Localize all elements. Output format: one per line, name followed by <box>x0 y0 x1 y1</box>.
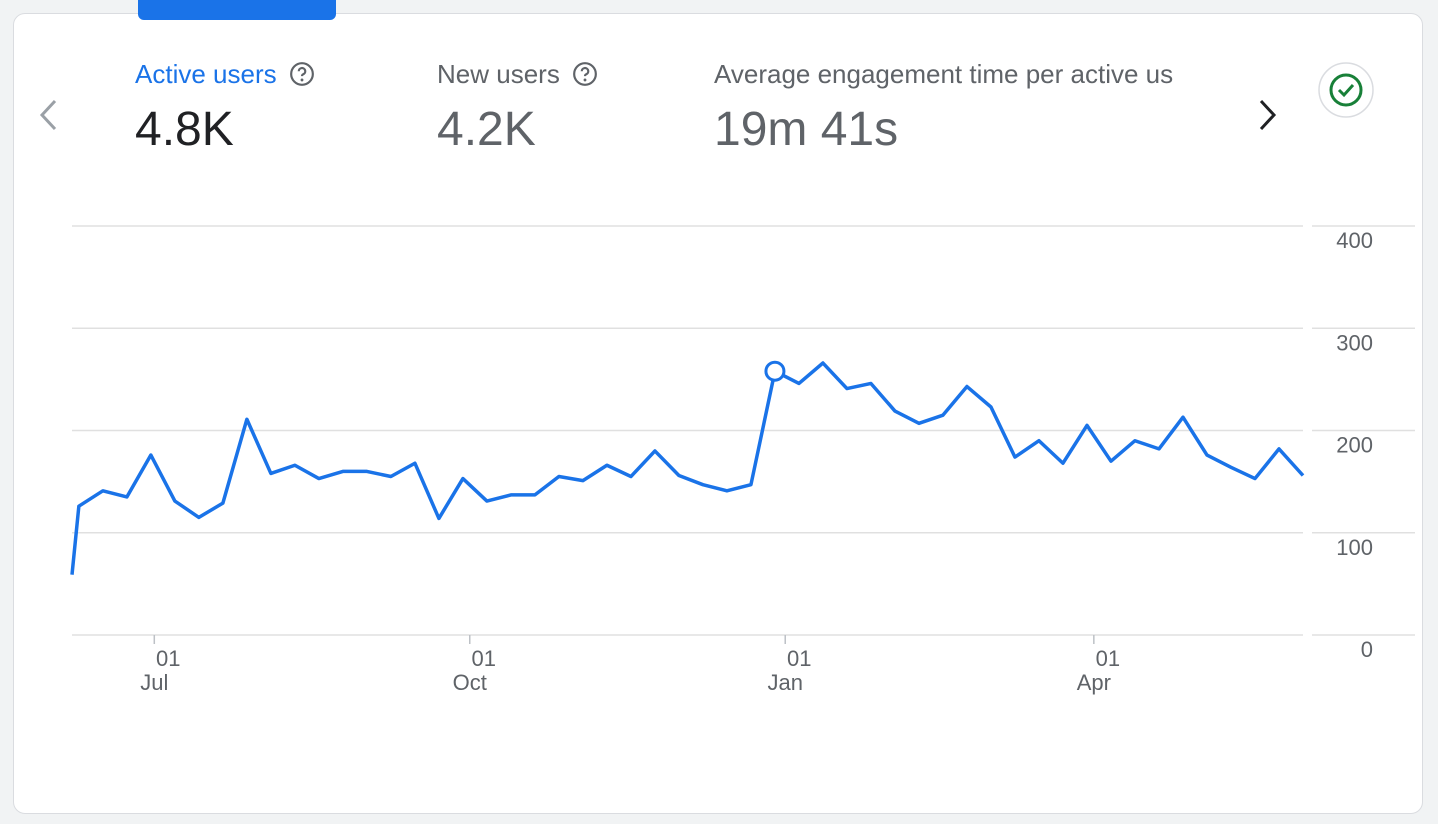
metric-value: 4.8K <box>135 103 234 156</box>
x-tick-label: 01 Oct <box>453 646 496 695</box>
y-tick-label: 100 <box>1336 535 1373 560</box>
previous-button[interactable] <box>39 99 57 131</box>
metric-label: Active users <box>135 58 277 89</box>
card <box>13 13 1423 814</box>
y-tick-label: 400 <box>1336 228 1373 253</box>
line-series <box>70 361 1305 575</box>
metric-tab[interactable]: Active users 4.8K <box>135 56 435 157</box>
help-icon[interactable] <box>289 61 315 87</box>
metric-label: New users <box>437 58 560 89</box>
x-tick-label: 01 Jul <box>140 646 180 695</box>
x-tick-label: 01 Apr <box>1077 646 1120 695</box>
metric-label-row: New users <box>437 56 697 92</box>
y-tick-label: 300 <box>1336 330 1373 355</box>
metric-label: Average engagement time per active us <box>714 58 1174 89</box>
help-icon[interactable] <box>572 61 598 87</box>
status-check[interactable] <box>1318 62 1374 118</box>
x-tick-label: 01 Jan <box>767 646 811 695</box>
metric-label-row: Average engagement time per active us <box>714 56 1230 92</box>
y-tick-label: 0 <box>1361 637 1373 662</box>
metric-value: 4.2K <box>437 103 536 156</box>
y-tick-label: 200 <box>1336 433 1373 458</box>
metric-tab[interactable]: Average engagement time per active us 19m… <box>714 56 1230 157</box>
selected-tab-indicator <box>138 0 336 20</box>
next-button[interactable] <box>1259 99 1277 131</box>
metric-value: 19m 41s <box>714 103 899 156</box>
metric-tab[interactable]: New users 4.2K <box>437 56 697 157</box>
highlight-point <box>764 360 786 382</box>
metric-label-row: Active users <box>135 56 435 92</box>
